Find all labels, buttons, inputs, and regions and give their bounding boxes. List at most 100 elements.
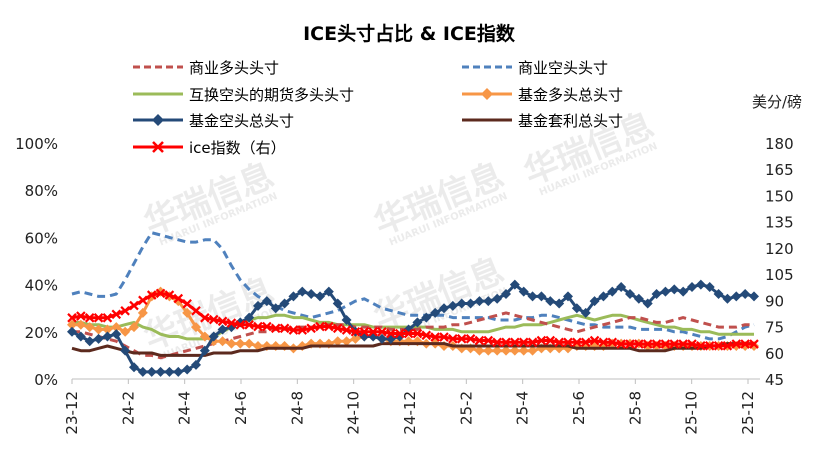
data-point [598, 291, 609, 302]
data-point [412, 328, 423, 339]
data-point [155, 288, 166, 299]
legend-marker [152, 141, 164, 153]
legend-label: 基金套利总头寸 [518, 112, 623, 130]
data-point [164, 366, 175, 377]
data-point [518, 345, 529, 356]
data-point [563, 337, 573, 348]
data-point [483, 335, 494, 346]
data-point [536, 335, 547, 346]
data-point [660, 286, 671, 297]
data-point [235, 320, 246, 330]
data-point [182, 299, 192, 309]
data-point [164, 290, 175, 300]
y-right-tick-label: 45 [765, 371, 784, 389]
data-point [217, 336, 228, 347]
data-point [191, 306, 201, 316]
data-point [368, 327, 378, 337]
data-point [261, 296, 272, 307]
data-point [598, 337, 609, 348]
data-point [740, 339, 750, 349]
data-point [501, 345, 511, 356]
data-point [687, 281, 697, 292]
data-point [439, 303, 449, 314]
data-point [722, 341, 733, 351]
data-point [306, 323, 316, 334]
x-tick-label: 25-2 [457, 391, 475, 425]
y-right-tick-label: 75 [765, 319, 784, 337]
data-point [315, 291, 325, 302]
legend-label: 商业空头头寸 [518, 59, 608, 77]
data-point [315, 321, 325, 332]
data-point [129, 362, 139, 373]
data-point [67, 319, 77, 330]
data-point [341, 325, 352, 335]
x-tick-label: 24-2 [119, 391, 137, 425]
legend-item: ice指数（右） [133, 139, 286, 157]
data-point [501, 289, 511, 300]
y-left-tick-label: 0% [34, 371, 58, 389]
data-point [75, 331, 86, 342]
data-point [270, 303, 281, 314]
axes-group: 0% 20% 40% 60% 80% 100% 45 60 75 90 105 120 135 150 16… [15, 135, 794, 435]
data-point [262, 321, 272, 332]
data-point [439, 332, 449, 342]
data-point [199, 345, 210, 356]
legend-item: 基金多头总头寸 [462, 86, 623, 104]
legend-item: 基金套利总头寸 [462, 112, 623, 130]
data-point [208, 331, 219, 342]
data-point [447, 300, 458, 311]
data-point [138, 295, 148, 306]
data-point [102, 324, 113, 335]
data-point [84, 313, 95, 323]
data-point [146, 366, 157, 377]
data-point [474, 345, 485, 356]
x-tick-label: 24-10 [345, 391, 363, 435]
y-left-tick-label: 40% [25, 277, 58, 295]
data-point [509, 279, 520, 290]
data-point [324, 321, 334, 332]
data-point [111, 309, 122, 320]
y-left-tick-label: 80% [25, 182, 58, 200]
data-point [704, 341, 715, 351]
data-point [288, 325, 299, 335]
data-point [129, 300, 139, 311]
data-point [129, 322, 139, 333]
series-line [71, 342, 754, 357]
data-point [483, 296, 494, 307]
data-point [642, 298, 653, 309]
data-point [226, 318, 237, 328]
data-point [93, 313, 104, 323]
data-point [84, 322, 95, 333]
data-point [465, 298, 476, 309]
data-point [332, 298, 343, 309]
data-point [200, 313, 210, 323]
y-right-tick-label: 165 [765, 161, 794, 179]
y-right-tick-label: 135 [765, 214, 794, 232]
data-point [651, 289, 662, 300]
data-point [155, 366, 166, 377]
data-point [518, 286, 529, 297]
data-point [93, 333, 104, 344]
data-point [253, 340, 263, 351]
data-point [323, 286, 334, 297]
legend-label: ice指数（右） [189, 139, 286, 157]
data-point [527, 337, 538, 348]
y-left-tick-label: 20% [25, 324, 58, 342]
data-point [111, 329, 122, 340]
data-point [580, 337, 591, 348]
data-point [616, 281, 627, 292]
series-5 [71, 342, 754, 357]
data-point [191, 359, 201, 370]
data-point [412, 317, 423, 328]
data-point [235, 338, 246, 349]
data-point [571, 303, 582, 314]
data-point [448, 334, 458, 344]
data-point [527, 291, 538, 302]
data-point [625, 339, 635, 349]
series-line [71, 231, 755, 341]
data-point [377, 327, 387, 337]
data-point [607, 337, 618, 348]
data-point [695, 279, 706, 290]
data-point [341, 336, 352, 347]
